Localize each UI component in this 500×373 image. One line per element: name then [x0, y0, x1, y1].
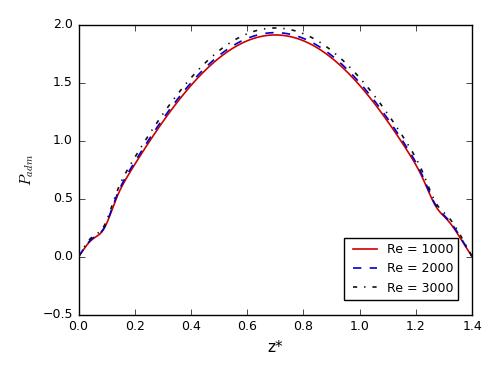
Re = 1000 — [308, 42, 314, 47]
Re = 3000 — [254, 28, 260, 33]
Re = 3000 — [145, 134, 151, 138]
Re = 2000 — [469, 254, 475, 259]
Re = 2000 — [308, 40, 314, 44]
Re = 1000 — [339, 65, 345, 69]
Re = 2000 — [254, 33, 260, 37]
Re = 3000 — [272, 26, 278, 30]
Re = 2000 — [145, 138, 151, 143]
Re = 3000 — [177, 89, 183, 94]
Re = 1000 — [469, 254, 475, 259]
Re = 3000 — [339, 57, 345, 62]
Re = 2000 — [177, 94, 183, 98]
Line: Re = 1000: Re = 1000 — [78, 35, 472, 257]
Legend: Re = 1000, Re = 2000, Re = 3000: Re = 1000, Re = 2000, Re = 3000 — [344, 238, 458, 300]
Re = 1000 — [254, 35, 260, 40]
Re = 1000 — [145, 141, 151, 145]
Re = 3000 — [469, 254, 475, 259]
Re = 1000 — [372, 103, 378, 107]
Re = 1000 — [177, 97, 183, 101]
Line: Re = 3000: Re = 3000 — [78, 28, 472, 257]
Re = 1000 — [272, 33, 278, 37]
Re = 2000 — [339, 62, 345, 67]
X-axis label: z*: z* — [268, 340, 283, 355]
Re = 1000 — [76, 254, 82, 259]
Line: Re = 2000: Re = 2000 — [78, 32, 472, 257]
Re = 2000 — [272, 30, 278, 35]
Re = 2000 — [76, 254, 82, 259]
Re = 3000 — [76, 254, 82, 259]
Re = 2000 — [372, 100, 378, 104]
Re = 3000 — [308, 35, 314, 40]
Y-axis label: $P_{adm}$: $P_{adm}$ — [18, 153, 36, 185]
Re = 3000 — [372, 95, 378, 100]
